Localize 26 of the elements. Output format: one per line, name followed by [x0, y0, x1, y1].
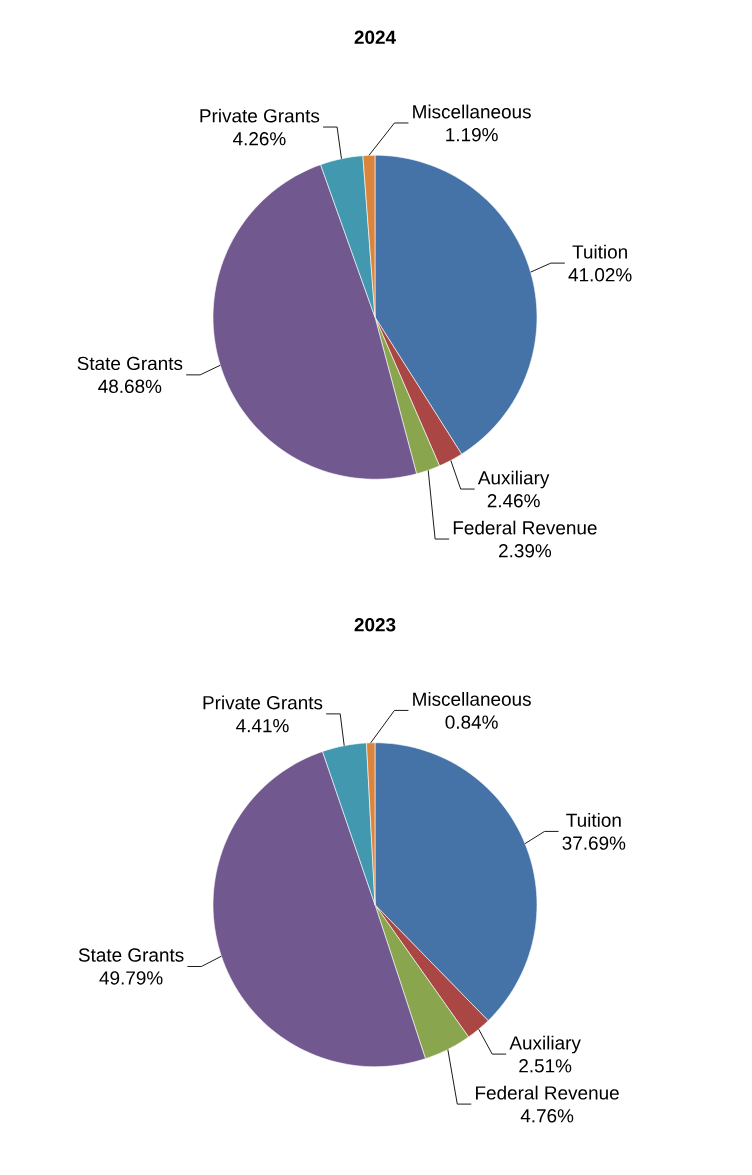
- slice-label: Private Grants: [203, 695, 323, 710]
- data-label: 2.46%: [487, 494, 540, 508]
- slice-label: Auxiliary: [477, 470, 550, 489]
- data-label: 0.84%: [445, 715, 498, 729]
- slice-label: Tuition: [566, 813, 621, 827]
- data-label: 37.69%: [562, 836, 626, 850]
- slice-label: Miscellaneous: [413, 104, 531, 119]
- chart-title: 2024: [354, 30, 396, 44]
- chart-title: 2023: [354, 618, 396, 632]
- slice-label: Miscellaneous: [413, 692, 531, 706]
- slice-label: Private Grants: [200, 108, 320, 123]
- data-label: 4.76%: [520, 1109, 574, 1123]
- data-label: 4.26%: [233, 132, 286, 146]
- data-label: 41.02%: [568, 268, 632, 282]
- data-label: 4.41%: [236, 719, 289, 733]
- slice-label: State Grants: [78, 948, 184, 962]
- data-label: 2.39%: [499, 544, 552, 558]
- data-label: 48.68%: [98, 379, 162, 394]
- slice-label: Auxiliary: [509, 1035, 581, 1054]
- slice-label: State Grants: [77, 356, 183, 371]
- data-label: 1.19%: [446, 127, 498, 142]
- slice-label: Federal Revenue: [453, 520, 597, 535]
- slice-label: Tuition: [572, 244, 627, 259]
- slice-label: Federal Revenue: [476, 1085, 619, 1100]
- data-label: 2.51%: [519, 1059, 572, 1073]
- data-label: 49.79%: [99, 971, 163, 985]
